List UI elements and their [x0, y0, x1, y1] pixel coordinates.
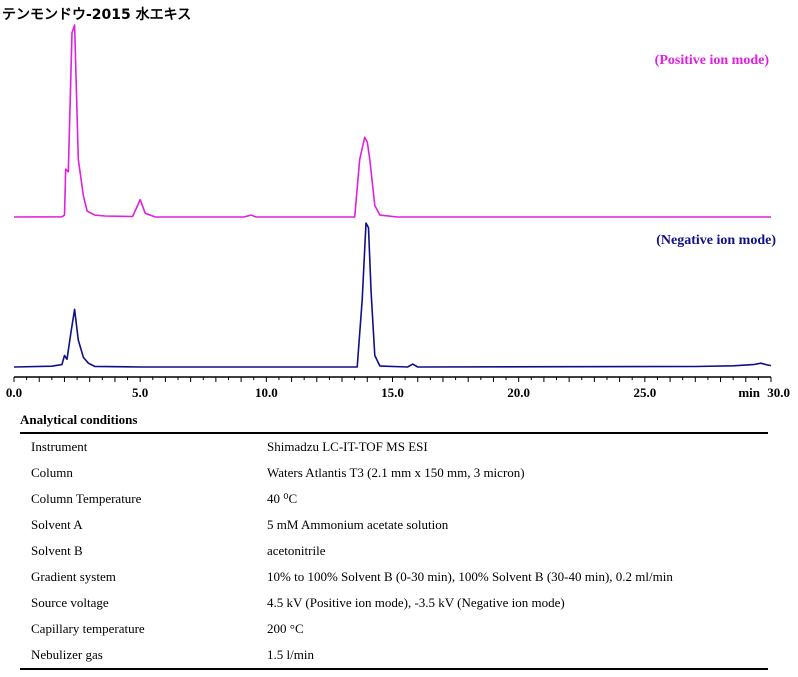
- table-row: Solvent A 5 mM Ammonium acetate solution: [20, 512, 768, 538]
- negative-ion-label: (Negative ion mode): [656, 233, 776, 248]
- positive-ion-label: (Positive ion mode): [655, 53, 770, 68]
- table-bottom-rule: [20, 668, 768, 670]
- x-tick-label: 10.0: [255, 385, 278, 400]
- x-tick-label: 5.0: [132, 385, 148, 400]
- negative-ion-trace: [13, 222, 772, 368]
- chromatogram-chart: (Positive ion mode) (Negative ion mode) 0…: [6, 24, 790, 400]
- table-row: Gradient system 10% to 100% Solvent B (0-…: [20, 564, 768, 590]
- conditions-table: Instrument Shimadzu LC-IT-TOF MS ESI Colum…: [20, 434, 768, 668]
- condition-parameter: Source voltage: [31, 595, 109, 610]
- x-tick-label: 30.0: [767, 385, 790, 400]
- condition-value: Waters Atlantis T3 (2.1 mm x 150 mm, 3 m…: [267, 465, 525, 480]
- x-unit-label: min: [738, 385, 760, 400]
- condition-parameter: Capillary temperature: [31, 621, 145, 636]
- table-row: Source voltage 4.5 kV (Positive ion mode)…: [20, 590, 768, 616]
- table-row: Instrument Shimadzu LC-IT-TOF MS ESI: [20, 434, 768, 460]
- chart-title: テンモンドウ-2015 水エキス: [2, 7, 192, 23]
- condition-value: Shimadzu LC-IT-TOF MS ESI: [267, 439, 428, 454]
- condition-value: 10% to 100% Solvent B (0-30 min), 100% S…: [267, 569, 673, 584]
- condition-parameter: Column: [31, 465, 73, 480]
- table-row: Column Waters Atlantis T3 (2.1 mm x 150 m…: [20, 460, 768, 486]
- condition-parameter: Instrument: [31, 439, 88, 454]
- positive-ion-trace: [13, 24, 771, 218]
- analytical-conditions: Analytical conditions Instrument Shimadzu…: [20, 410, 768, 670]
- condition-parameter: Column Temperature: [31, 491, 142, 506]
- condition-value: 1.5 l/min: [267, 647, 314, 662]
- condition-value: acetonitrile: [267, 543, 326, 558]
- condition-parameter: Nebulizer gas: [31, 647, 103, 662]
- table-row: Capillary temperature 200 °C: [20, 616, 768, 642]
- table-row: Column Temperature 40 ⁰C: [20, 486, 768, 512]
- table-row: Solvent B acetonitrile: [20, 538, 768, 564]
- x-tick-label: 20.0: [507, 385, 530, 400]
- condition-parameter: Solvent B: [31, 543, 83, 558]
- conditions-title: Analytical conditions: [20, 412, 138, 427]
- condition-value: 40 ⁰C: [267, 491, 298, 506]
- condition-parameter: Solvent A: [31, 517, 83, 532]
- x-tick-label: 0.0: [6, 385, 22, 400]
- condition-parameter: Gradient system: [31, 569, 116, 584]
- condition-value: 4.5 kV (Positive ion mode), -3.5 kV (Neg…: [267, 595, 565, 610]
- condition-value: 200 °C: [267, 621, 304, 636]
- table-row: Nebulizer gas 1.5 l/min: [20, 642, 768, 668]
- x-tick-label: 25.0: [633, 385, 656, 400]
- table-top-rule: [20, 432, 768, 434]
- condition-value: 5 mM Ammonium acetate solution: [267, 517, 449, 532]
- x-tick-label: 15.0: [381, 385, 404, 400]
